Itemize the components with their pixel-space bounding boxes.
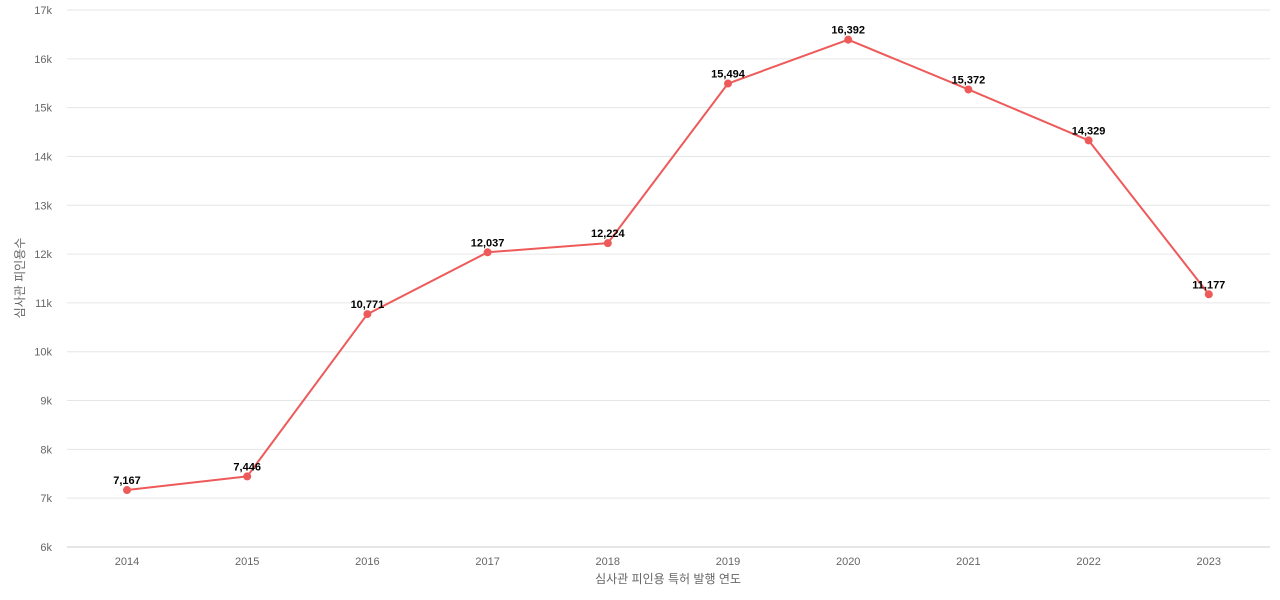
data-point[interactable] <box>243 472 252 481</box>
y-tick-label: 10k <box>34 347 52 359</box>
series-line <box>126 38 1210 492</box>
data-label: 7,446 <box>233 461 261 473</box>
data-label: 12,224 <box>591 228 626 240</box>
data-labels: 7,167 7,446 10,771 12,037 12,224 15,494 16,392… <box>113 25 1225 487</box>
data-point[interactable] <box>603 239 612 248</box>
data-label: 14,329 <box>1072 125 1106 137</box>
x-tick-label: 2014 <box>115 556 139 568</box>
data-point[interactable] <box>363 310 372 319</box>
data-point[interactable] <box>964 85 973 94</box>
y-tick-label: 14k <box>34 151 52 163</box>
y-tick-label: 17k <box>34 5 52 17</box>
y-axis-title: 심사관 피인용수 <box>13 238 27 319</box>
y-tick-label: 15k <box>34 103 52 115</box>
y-tick-label: 12k <box>34 249 52 261</box>
x-tick-label: 2017 <box>475 556 499 568</box>
data-point[interactable] <box>1084 136 1093 145</box>
x-tick-label: 2020 <box>836 556 860 568</box>
x-axis-title: 심사관 피인용 특허 발행 연도 <box>595 571 741 586</box>
data-label: 11,177 <box>1192 279 1225 291</box>
data-label: 15,372 <box>952 74 986 86</box>
y-axis-ticks: 6k 7k 8k 9k 10k 11k 12k 13k 14k 15k 16k 17k <box>34 5 52 554</box>
y-tick-label: 11k <box>35 298 52 310</box>
y-tick-label: 6k <box>40 542 52 554</box>
data-points <box>123 35 1213 495</box>
x-tick-label: 2022 <box>1076 556 1100 568</box>
x-tick-label: 2023 <box>1197 556 1221 568</box>
x-tick-label: 2021 <box>956 556 980 568</box>
gridlines <box>67 9 1270 499</box>
x-tick-label: 2016 <box>355 556 379 568</box>
data-label: 16,392 <box>831 25 865 37</box>
y-tick-label: 13k <box>34 200 52 212</box>
y-tick-label: 7k <box>40 493 52 505</box>
data-point[interactable] <box>844 35 853 44</box>
series-line-group <box>126 38 1210 492</box>
data-label: 10,771 <box>351 299 385 311</box>
y-tick-label: 9k <box>40 396 52 408</box>
data-point[interactable] <box>1204 290 1213 299</box>
y-tick-label: 16k <box>34 54 52 66</box>
data-point[interactable] <box>724 79 732 88</box>
x-tick-label: 2015 <box>235 556 259 568</box>
data-label: 15,494 <box>711 69 746 81</box>
data-label: 12,037 <box>471 237 505 249</box>
y-tick-label: 8k <box>40 444 52 456</box>
x-axis-ticks: 2014 2015 2016 2017 2018 2019 2020 2021 2022 2023 <box>115 556 1221 568</box>
x-tick-label: 2018 <box>596 556 620 568</box>
data-point[interactable] <box>483 248 492 257</box>
data-point[interactable] <box>123 486 131 495</box>
data-label: 7,167 <box>113 475 141 487</box>
x-tick-label: 2019 <box>716 556 740 568</box>
